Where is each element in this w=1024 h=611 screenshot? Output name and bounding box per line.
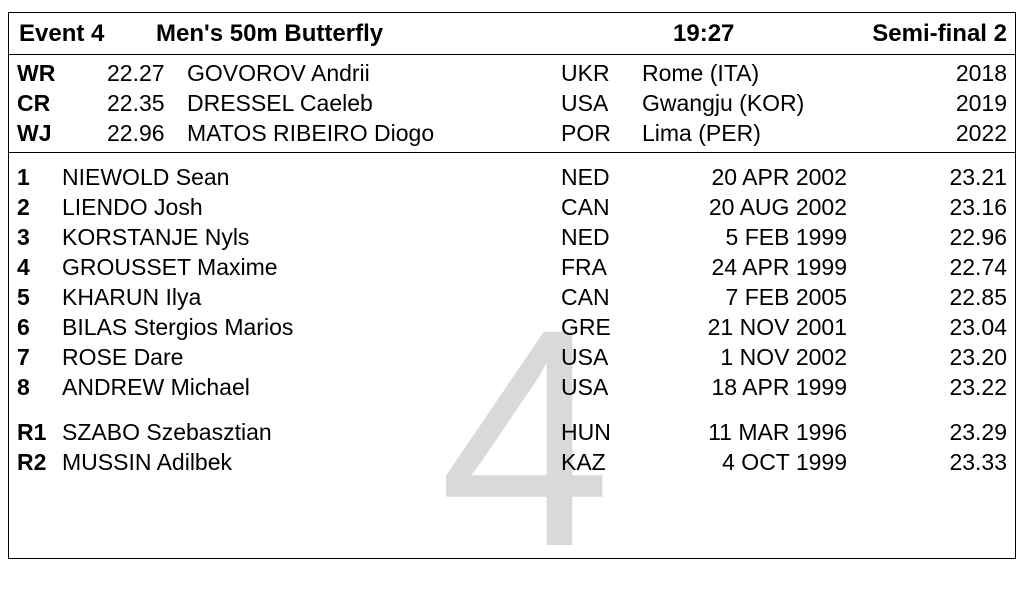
athlete-nation: KAZ: [561, 449, 606, 475]
record-code: WJ: [17, 120, 52, 146]
athlete-birthdate: 11 MAR 1996: [708, 419, 847, 445]
athlete-birthdate: 24 APR 1999: [711, 254, 847, 280]
athlete-nation: GRE: [561, 314, 611, 340]
athlete-row: 8 ANDREW Michael USA 18 APR 1999 23.22: [9, 373, 1015, 401]
athlete-name: NIEWOLD Sean: [62, 164, 230, 190]
athlete-row: 3 KORSTANJE Nyls NED 5 FEB 1999 22.96: [9, 223, 1015, 251]
record-code: WR: [17, 60, 56, 86]
entry-time: 23.20: [949, 344, 1007, 370]
athlete-birthdate: 20 AUG 2002: [708, 194, 847, 220]
lane-number: 6: [17, 314, 30, 340]
record-time: 22.35: [107, 90, 165, 116]
lane-number: 8: [17, 374, 30, 400]
record-year: 2018: [955, 60, 1007, 86]
event-time: 19:27: [673, 20, 735, 47]
athlete-birthdate: 4 OCT 1999: [722, 449, 847, 475]
reserve-row: R2 MUSSIN Adilbek KAZ 4 OCT 1999 23.33: [9, 448, 1015, 476]
athlete-row: 1 NIEWOLD Sean NED 20 APR 2002 23.21: [9, 163, 1015, 191]
athlete-birthdate: 18 APR 1999: [711, 374, 847, 400]
entry-time: 22.85: [949, 284, 1007, 310]
athlete-name: SZABO Szebasztian: [62, 419, 272, 445]
record-time: 22.27: [107, 60, 165, 86]
record-row: WR 22.27 GOVOROV Andrii UKR Rome (ITA) 2…: [9, 59, 1015, 87]
athlete-nation: NED: [561, 224, 610, 250]
athlete-name: ANDREW Michael: [62, 374, 250, 400]
athlete-birthdate: 7 FEB 2005: [725, 284, 847, 310]
record-nation: POR: [561, 120, 611, 146]
record-place: Rome (ITA): [642, 60, 760, 86]
lane-number: 4: [17, 254, 30, 280]
record-place: Lima (PER): [642, 120, 761, 146]
event-phase: Semi-final 2: [872, 20, 1007, 47]
record-nation: UKR: [561, 60, 610, 86]
entry-time: 23.29: [949, 419, 1007, 445]
record-code: CR: [17, 90, 51, 116]
lane-number: 1: [17, 164, 30, 190]
start-list-sheet: 4 Event 4 Men's 50m Butterfly 19:27 Semi…: [8, 12, 1016, 593]
athlete-nation: NED: [561, 164, 610, 190]
athlete-row: 4 GROUSSET Maxime FRA 24 APR 1999 22.74: [9, 253, 1015, 281]
athlete-name: LIENDO Josh: [62, 194, 203, 220]
record-place: Gwangju (KOR): [642, 90, 805, 116]
athlete-name: GROUSSET Maxime: [62, 254, 278, 280]
athlete-nation: CAN: [561, 194, 610, 220]
entry-time: 22.74: [949, 254, 1007, 280]
lane-number: 7: [17, 344, 30, 370]
entry-time: 23.21: [949, 164, 1007, 190]
record-nation: USA: [561, 90, 609, 116]
athlete-nation: FRA: [561, 254, 607, 280]
reserve-row: R1 SZABO Szebasztian HUN 11 MAR 1996 23.…: [9, 418, 1015, 446]
athlete-birthdate: 21 NOV 2001: [707, 314, 847, 340]
entry-time: 23.16: [949, 194, 1007, 220]
athlete-nation: USA: [561, 344, 609, 370]
athlete-nation: USA: [561, 374, 609, 400]
reserve-number: R1: [17, 419, 47, 445]
athlete-name: ROSE Dare: [62, 344, 184, 370]
athlete-row: 6 BILAS Stergios Marios GRE 21 NOV 2001 …: [9, 313, 1015, 341]
entry-time: 22.96: [949, 224, 1007, 250]
athlete-row: 5 KHARUN Ilya CAN 7 FEB 2005 22.85: [9, 283, 1015, 311]
athlete-birthdate: 20 APR 2002: [711, 164, 847, 190]
event-header: Event 4 Men's 50m Butterfly 19:27 Semi-f…: [9, 13, 1015, 55]
entry-time: 23.22: [949, 374, 1007, 400]
athlete-name: MUSSIN Adilbek: [62, 449, 233, 475]
record-year: 2019: [955, 90, 1007, 116]
event-title: Men's 50m Butterfly: [156, 20, 384, 47]
records-section: WR 22.27 GOVOROV Andrii UKR Rome (ITA) 2…: [9, 57, 1015, 153]
entry-time: 23.33: [949, 449, 1007, 475]
reserve-number: R2: [17, 449, 47, 475]
record-holder: DRESSEL Caeleb: [187, 90, 373, 116]
athlete-name: KORSTANJE Nyls: [62, 224, 250, 250]
athlete-nation: CAN: [561, 284, 610, 310]
athlete-row: 7 ROSE Dare USA 1 NOV 2002 23.20: [9, 343, 1015, 371]
record-holder: MATOS RIBEIRO Diogo: [187, 120, 435, 146]
athlete-nation: HUN: [561, 419, 611, 445]
athlete-row: 2 LIENDO Josh CAN 20 AUG 2002 23.16: [9, 193, 1015, 221]
event-number: Event 4: [19, 20, 105, 47]
athlete-birthdate: 1 NOV 2002: [720, 344, 847, 370]
record-row: CR 22.35 DRESSEL Caeleb USA Gwangju (KOR…: [9, 89, 1015, 117]
record-time: 22.96: [107, 120, 165, 146]
record-holder: GOVOROV Andrii: [187, 60, 370, 86]
athlete-name: BILAS Stergios Marios: [62, 314, 294, 340]
lane-number: 2: [17, 194, 30, 220]
record-year: 2022: [955, 120, 1007, 146]
athlete-name: KHARUN Ilya: [62, 284, 202, 310]
entry-time: 23.04: [949, 314, 1007, 340]
record-row: WJ 22.96 MATOS RIBEIRO Diogo POR Lima (P…: [9, 119, 1015, 147]
lane-number: 3: [17, 224, 30, 250]
lane-number: 5: [17, 284, 30, 310]
heat-number-watermark: 4: [439, 264, 612, 611]
athlete-birthdate: 5 FEB 1999: [725, 224, 847, 250]
